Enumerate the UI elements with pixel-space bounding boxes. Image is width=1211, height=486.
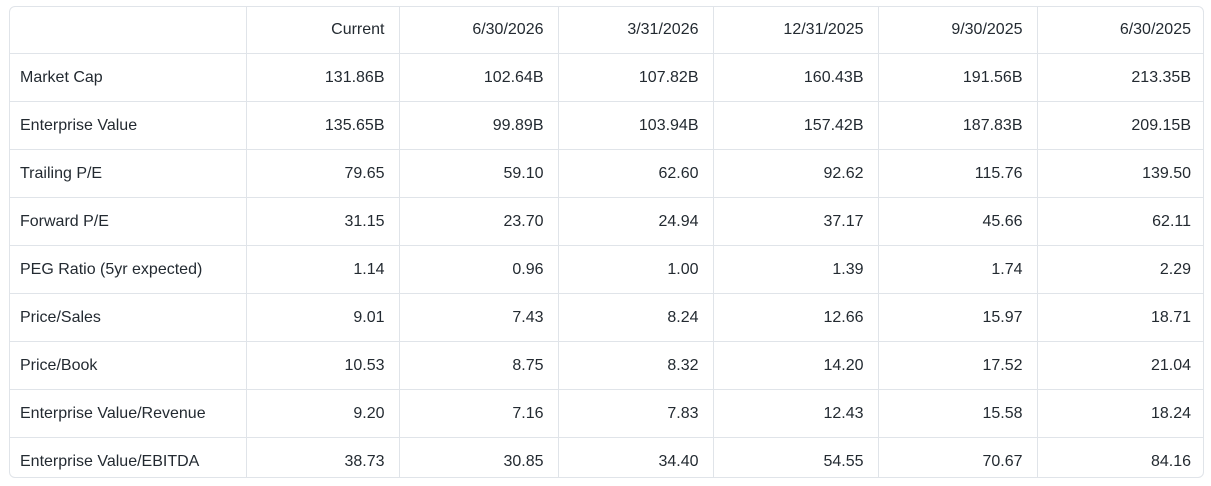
header-cell-empty xyxy=(10,7,247,54)
header-cell-date: 9/30/2025 xyxy=(878,7,1038,54)
value-cell: 0.96 xyxy=(399,245,559,294)
row-label: Trailing P/E xyxy=(10,149,247,198)
value-cell: 160.43B xyxy=(713,53,879,102)
value-cell: 213.35B xyxy=(1037,53,1203,102)
value-cell: 2.29 xyxy=(1037,245,1203,294)
row-label: Price/Book xyxy=(10,341,247,390)
header-cell-current: Current xyxy=(246,7,400,54)
row-label: PEG Ratio (5yr expected) xyxy=(10,245,247,294)
value-cell: 209.15B xyxy=(1037,101,1203,150)
value-cell: 1.14 xyxy=(246,245,400,294)
value-cell: 30.85 xyxy=(399,437,559,477)
value-cell: 24.94 xyxy=(558,197,714,246)
table-row: Enterprise Value 135.65B 99.89B 103.94B 157.… xyxy=(10,101,1203,150)
value-cell: 18.71 xyxy=(1037,293,1203,342)
table-row: Price/Sales 9.01 7.43 8.24 12.66 15.97 18.71 xyxy=(10,293,1203,342)
value-cell: 102.64B xyxy=(399,53,559,102)
value-cell: 31.15 xyxy=(246,197,400,246)
value-cell: 1.39 xyxy=(713,245,879,294)
value-cell: 7.43 xyxy=(399,293,559,342)
value-cell: 157.42B xyxy=(713,101,879,150)
value-cell: 70.67 xyxy=(878,437,1038,477)
table-row: Enterprise Value/EBITDA 38.73 30.85 34.40 54… xyxy=(10,437,1203,477)
table-row: Price/Book 10.53 8.75 8.32 14.20 17.52 21.04 xyxy=(10,341,1203,390)
header-cell-date: 6/30/2026 xyxy=(399,7,559,54)
valuation-measures-table-container: Current 6/30/2026 3/31/2026 12/31/2025 9… xyxy=(9,6,1204,478)
value-cell: 8.32 xyxy=(558,341,714,390)
table-row: Market Cap 131.86B 102.64B 107.82B 160.43B 19… xyxy=(10,53,1203,102)
value-cell: 62.11 xyxy=(1037,197,1203,246)
value-cell: 8.75 xyxy=(399,341,559,390)
value-cell: 12.66 xyxy=(713,293,879,342)
value-cell: 10.53 xyxy=(246,341,400,390)
row-label: Forward P/E xyxy=(10,197,247,246)
header-cell-date: 3/31/2026 xyxy=(558,7,714,54)
header-cell-date: 12/31/2025 xyxy=(713,7,879,54)
value-cell: 34.40 xyxy=(558,437,714,477)
value-cell: 17.52 xyxy=(878,341,1038,390)
value-cell: 139.50 xyxy=(1037,149,1203,198)
value-cell: 9.01 xyxy=(246,293,400,342)
value-cell: 18.24 xyxy=(1037,389,1203,438)
value-cell: 1.00 xyxy=(558,245,714,294)
value-cell: 103.94B xyxy=(558,101,714,150)
table-row: PEG Ratio (5yr expected) 1.14 0.96 1.00 1.39… xyxy=(10,245,1203,294)
value-cell: 59.10 xyxy=(399,149,559,198)
value-cell: 15.97 xyxy=(878,293,1038,342)
value-cell: 23.70 xyxy=(399,197,559,246)
value-cell: 187.83B xyxy=(878,101,1038,150)
table-row: Enterprise Value/Revenue 9.20 7.16 7.83 12.4… xyxy=(10,389,1203,438)
row-label: Market Cap xyxy=(10,53,247,102)
value-cell: 131.86B xyxy=(246,53,400,102)
value-cell: 84.16 xyxy=(1150,452,1191,470)
value-cell: 54.55 xyxy=(713,437,879,477)
value-cell: 38.73 xyxy=(246,437,400,477)
value-cell: 135.65B xyxy=(246,101,400,150)
row-label: Enterprise Value/Revenue xyxy=(10,389,247,438)
header-cell-date: 6/30/2025 xyxy=(1037,7,1203,54)
row-label: Enterprise Value/EBITDA xyxy=(10,437,247,477)
table-header-row: Current 6/30/2026 3/31/2026 12/31/2025 9… xyxy=(10,7,1203,54)
value-cell: 79.65 xyxy=(246,149,400,198)
value-cell: 8.24 xyxy=(558,293,714,342)
value-cell: 37.17 xyxy=(713,197,879,246)
value-cell: 12.43 xyxy=(713,389,879,438)
table-row: Trailing P/E 79.65 59.10 62.60 92.62 115.76 13… xyxy=(10,149,1203,198)
value-cell: 115.76 xyxy=(878,149,1038,198)
row-label: Enterprise Value xyxy=(10,101,247,150)
value-cell: 45.66 xyxy=(878,197,1038,246)
table-row: Forward P/E 31.15 23.70 24.94 37.17 45.66 62.1… xyxy=(10,197,1203,246)
value-cell: 99.89B xyxy=(399,101,559,150)
value-cell: 14.20 xyxy=(713,341,879,390)
valuation-measures-table: Current 6/30/2026 3/31/2026 12/31/2025 9… xyxy=(10,7,1203,477)
value-cell: 15.58 xyxy=(878,389,1038,438)
value-cell: 107.82B xyxy=(558,53,714,102)
value-cell: 7.16 xyxy=(399,389,559,438)
value-cell: 191.56B xyxy=(878,53,1038,102)
row-label: Price/Sales xyxy=(10,293,247,342)
value-cell: 9.20 xyxy=(246,389,400,438)
value-cell: 92.62 xyxy=(713,149,879,198)
value-cell: 21.04 xyxy=(1037,341,1203,390)
value-cell: 1.74 xyxy=(878,245,1038,294)
value-cell: 62.60 xyxy=(558,149,714,198)
value-cell: 7.83 xyxy=(558,389,714,438)
